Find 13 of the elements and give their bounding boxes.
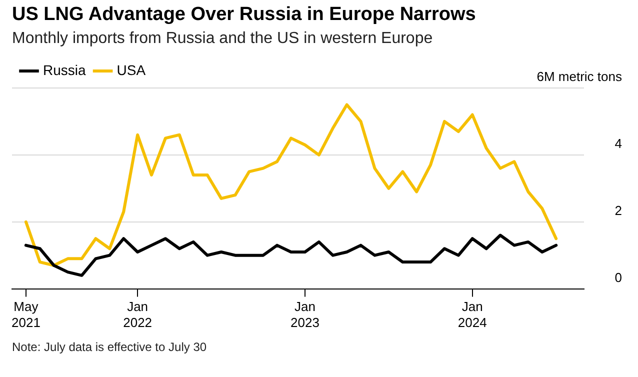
chart-subtitle: Monthly imports from Russia and the US in western Europe xyxy=(12,30,433,48)
y-tick-label: 0 xyxy=(614,270,622,285)
x-tick-label: Jan 2022 xyxy=(123,299,152,330)
y-tick-label: 6M metric tons xyxy=(536,69,622,84)
legend-label: Russia xyxy=(43,62,86,78)
legend-label: USA xyxy=(116,62,146,78)
chart-title: US LNG Advantage Over Russia in Europe Narrows xyxy=(12,4,476,26)
x-tick-label: Jan 2023 xyxy=(290,299,320,330)
x-tick-label: May 2021 xyxy=(11,299,40,330)
y-tick-label: 4 xyxy=(614,136,622,152)
y-tick-label: 2 xyxy=(614,202,622,218)
text: Note: July data is effective to July 30 xyxy=(12,340,207,354)
x-tick-label: Jan 2024 xyxy=(458,299,487,330)
